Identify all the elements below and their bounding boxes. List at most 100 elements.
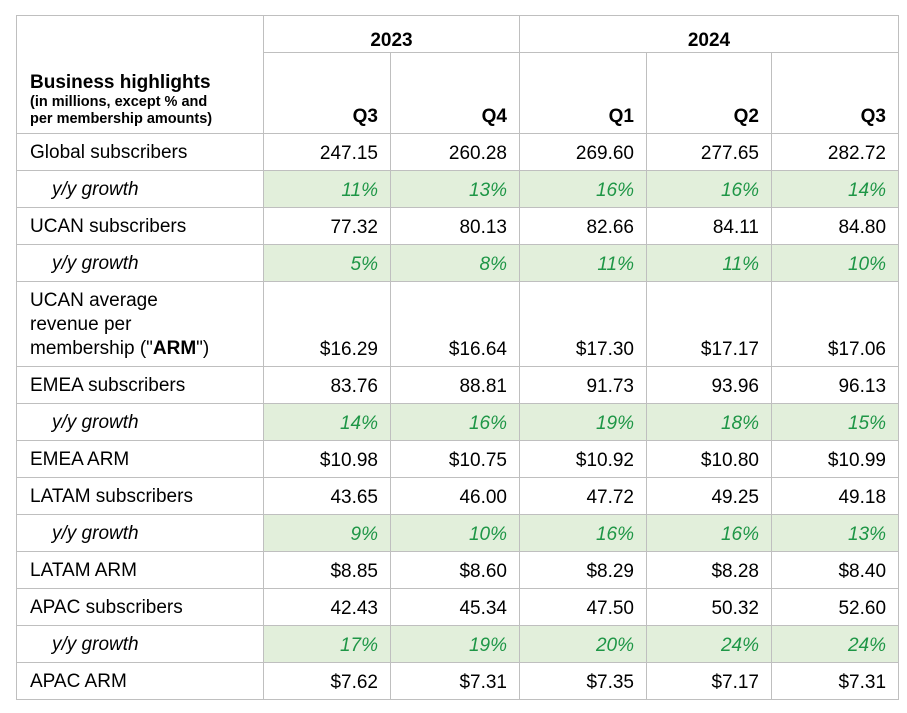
growth-value-cell: 11% [519, 244, 647, 282]
growth-value-cell: 15% [770, 403, 900, 441]
value-cell: 49.25 [646, 477, 772, 515]
row-label: y/y growth [16, 244, 264, 282]
growth-value-cell: 18% [646, 403, 772, 441]
value-cell: 49.18 [770, 477, 900, 515]
growth-value-cell: 14% [263, 403, 391, 441]
year-2024-header: 2024 [518, 15, 900, 53]
row-label-line: membership ("ARM") [30, 337, 259, 361]
value-cell: $7.62 [263, 662, 391, 700]
value-cell: $8.28 [646, 551, 772, 589]
value-cell: $7.35 [519, 662, 647, 700]
row-label: y/y growth [16, 625, 264, 663]
table-row: y/y growth 14% 16% 19% 18% 15% [16, 403, 900, 441]
value-cell: $10.75 [390, 440, 520, 478]
growth-value-cell: 16% [519, 514, 647, 552]
growth-value-cell: 16% [646, 514, 772, 552]
table-row: y/y growth 17% 19% 20% 24% 24% [16, 625, 900, 663]
table-row: UCAN subscribers 77.32 80.13 82.66 84.11 84.8… [16, 207, 900, 245]
table-row: Global subscribers 247.15 260.28 269.60 277.… [16, 133, 900, 171]
value-cell: 282.72 [770, 133, 900, 171]
value-cell: $8.60 [390, 551, 520, 589]
value-cell: $16.64 [390, 281, 520, 367]
value-cell: $10.80 [646, 440, 772, 478]
value-cell: 77.32 [263, 207, 391, 245]
table-row: LATAM subscribers 43.65 46.00 47.72 49.25 49.… [16, 477, 900, 515]
value-cell: 83.76 [263, 366, 391, 404]
table-row: y/y growth 5% 8% 11% 11% 10% [16, 244, 900, 282]
row-label: y/y growth [16, 403, 264, 441]
value-cell: 45.34 [390, 588, 520, 626]
growth-value-cell: 14% [770, 170, 900, 208]
value-cell: 50.32 [646, 588, 772, 626]
value-cell: 80.13 [390, 207, 520, 245]
row-label: Global subscribers [16, 133, 264, 171]
growth-value-cell: 13% [770, 514, 900, 552]
table-subtitle-line2: per membership amounts) [30, 111, 213, 127]
value-cell: $17.17 [646, 281, 772, 367]
row-label-line: UCAN average [30, 290, 158, 311]
growth-value-cell: 19% [390, 625, 520, 663]
table-row: UCAN average revenue per membership ("ARM"… [16, 281, 900, 367]
row-label: EMEA ARM [16, 440, 264, 478]
quarter-header: Q4 [390, 52, 520, 134]
value-cell: $7.31 [390, 662, 520, 700]
value-cell: 43.65 [263, 477, 391, 515]
row-label: UCAN average revenue per membership ("ARM"… [16, 281, 264, 367]
table-row: LATAM ARM $8.85 $8.60 $8.29 $8.28 $8.40 [16, 551, 900, 589]
row-label: LATAM ARM [16, 551, 264, 589]
row-label: y/y growth [16, 514, 264, 552]
growth-value-cell: 8% [390, 244, 520, 282]
row-label: APAC subscribers [16, 588, 264, 626]
growth-value-cell: 9% [263, 514, 391, 552]
growth-value-cell: 10% [770, 244, 900, 282]
growth-value-cell: 5% [263, 244, 391, 282]
quarter-header: Q3 [770, 52, 900, 134]
value-cell: $10.92 [519, 440, 647, 478]
growth-value-cell: 11% [263, 170, 391, 208]
table-subtitle-line1: (in millions, except % and [30, 94, 208, 110]
growth-value-cell: 16% [390, 403, 520, 441]
business-highlights-header: Business highlights (in millions, except… [16, 15, 264, 134]
value-cell: $8.40 [770, 551, 900, 589]
value-cell: 82.66 [519, 207, 647, 245]
quarter-header-row: Q3 Q4 Q1 Q2 Q3 [17, 52, 900, 134]
value-cell: $17.30 [519, 281, 647, 367]
table-row: EMEA subscribers 83.76 88.81 91.73 93.96 96.1… [16, 366, 900, 404]
value-cell: $16.29 [263, 281, 391, 367]
value-cell: 269.60 [519, 133, 647, 171]
table-title: Business highlights [30, 72, 211, 93]
value-cell: 260.28 [390, 133, 520, 171]
quarter-header: Q2 [646, 52, 772, 134]
value-cell: 42.43 [263, 588, 391, 626]
quarter-header: Q3 [263, 52, 391, 134]
year-2023-header: 2023 [263, 15, 520, 53]
value-cell: $10.99 [770, 440, 900, 478]
growth-value-cell: 19% [519, 403, 647, 441]
growth-value-cell: 11% [646, 244, 772, 282]
row-label-text: membership (" [30, 338, 153, 359]
value-cell: 277.65 [646, 133, 772, 171]
value-cell: 96.13 [770, 366, 900, 404]
value-cell: 47.50 [519, 588, 647, 626]
growth-value-cell: 13% [390, 170, 520, 208]
row-label: LATAM subscribers [16, 477, 264, 515]
value-cell: $10.98 [263, 440, 391, 478]
table-row: EMEA ARM $10.98 $10.75 $10.92 $10.80 $10.99 [16, 440, 900, 478]
business-highlights-table: Business highlights (in millions, except… [16, 15, 900, 700]
value-cell: 84.11 [646, 207, 772, 245]
growth-value-cell: 20% [519, 625, 647, 663]
growth-value-cell: 16% [519, 170, 647, 208]
value-cell: 52.60 [770, 588, 900, 626]
value-cell: $7.31 [770, 662, 900, 700]
quarter-header: Q1 [519, 52, 647, 134]
growth-value-cell: 10% [390, 514, 520, 552]
value-cell: $8.85 [263, 551, 391, 589]
growth-value-cell: 24% [770, 625, 900, 663]
value-cell: 84.80 [770, 207, 900, 245]
value-cell: 247.15 [263, 133, 391, 171]
value-cell: 91.73 [519, 366, 647, 404]
row-label: APAC ARM [16, 662, 264, 700]
row-label: EMEA subscribers [16, 366, 264, 404]
value-cell: 46.00 [390, 477, 520, 515]
arm-abbreviation: ARM [152, 338, 197, 359]
